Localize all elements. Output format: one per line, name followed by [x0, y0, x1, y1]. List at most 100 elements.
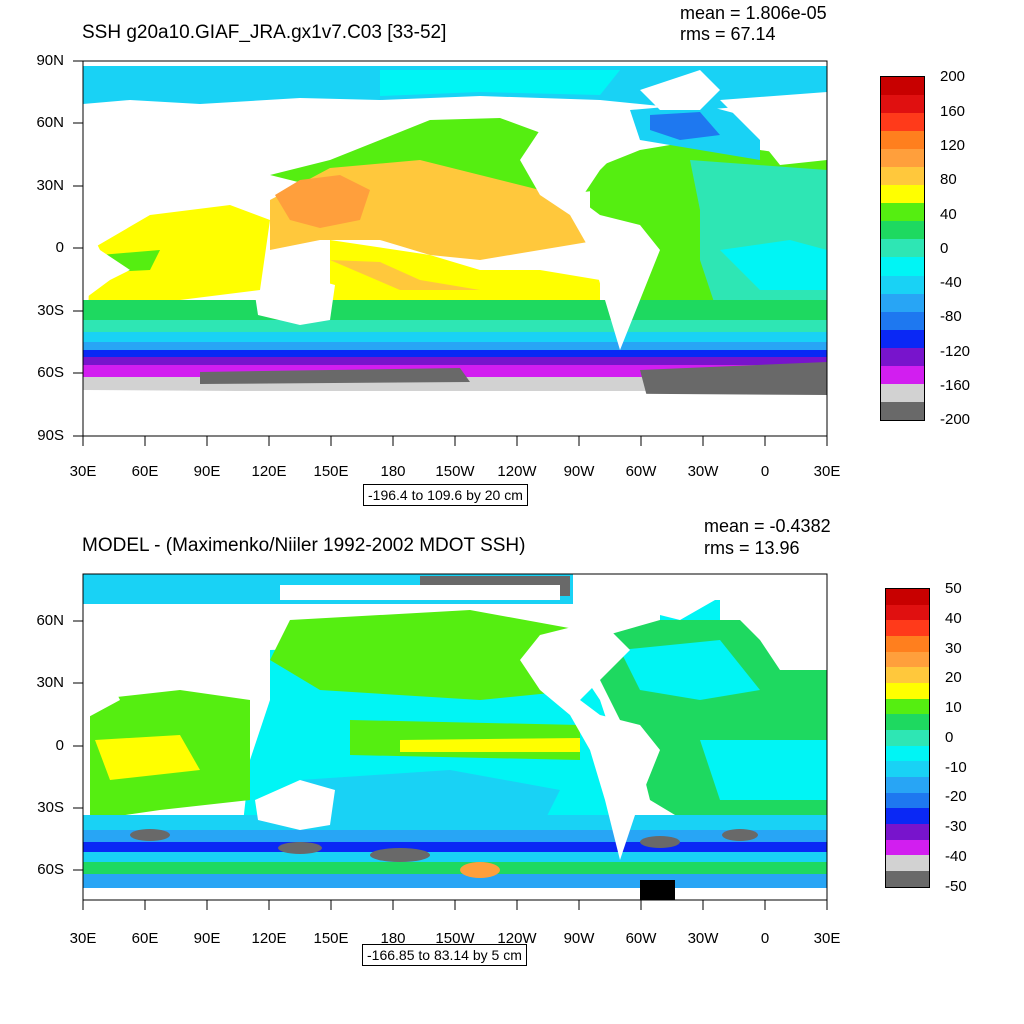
- bottom-lat-label: 30N: [36, 674, 64, 691]
- top-colorbar-label: 120: [940, 137, 966, 154]
- top-lon-label: 30E: [69, 463, 97, 480]
- bottom-map-mean: mean = -0.4382: [704, 516, 831, 536]
- top-colorbar-swatch: [880, 131, 925, 150]
- bottom-colorbar-label: 40: [945, 610, 962, 627]
- top-lon-label: 30W: [687, 463, 719, 480]
- top-lon-label: 120W: [497, 463, 537, 480]
- bottom-map-ticks: [73, 620, 828, 910]
- bottom-lon-label: 30E: [69, 930, 97, 947]
- top-colorbar-swatch: [880, 365, 925, 384]
- top-colorbar-swatch: [880, 95, 925, 114]
- top-americas-land: [520, 110, 660, 350]
- top-colorbar-swatch: [880, 77, 925, 96]
- top-africa-land: [83, 104, 130, 300]
- top-colorbar: [880, 76, 925, 421]
- bottom-colorbar-swatch: [885, 589, 930, 605]
- bottom-colorbar-swatch: [885, 777, 930, 793]
- bottom-colorbar-swatch: [885, 683, 930, 699]
- bottom-lon-label: 180: [380, 930, 406, 947]
- top-colorbar-swatch: [880, 329, 925, 348]
- top-lat-label: 90S: [37, 427, 64, 444]
- bottom-lon-label: 90W: [563, 930, 595, 947]
- top-colorbar-swatch: [880, 203, 925, 222]
- bottom-colorbar-swatch: [885, 792, 930, 809]
- bottom-colorbar-swatch: [885, 604, 930, 621]
- top-colorbar-label: 0: [940, 240, 949, 257]
- top-lat-label: 90N: [36, 52, 64, 69]
- bottom-colorbar-swatch: [885, 824, 930, 840]
- top-map-rms: rms = 67.14: [680, 24, 776, 44]
- bottom-colorbar-swatch: [885, 636, 930, 652]
- bottom-colorbar-swatch: [885, 667, 930, 684]
- bottom-colorbar-swatch: [885, 745, 930, 762]
- bottom-colorbar-label: -50: [945, 878, 967, 895]
- bottom-lat-label: 30S: [37, 799, 64, 816]
- bottom-lon-label: 60E: [131, 930, 159, 947]
- top-colorbar-swatch: [880, 185, 925, 204]
- top-colorbar-label: 160: [940, 103, 966, 120]
- top-australia-land: [255, 275, 335, 325]
- top-indian-ocean: [88, 205, 270, 320]
- top-lon-label: 0: [760, 463, 770, 480]
- top-lon-label: 30E: [813, 463, 841, 480]
- bottom-colorbar-swatch: [885, 730, 930, 746]
- top-colorbar-swatch: [880, 311, 925, 330]
- top-south-pacific: [330, 240, 600, 310]
- top-lat-label: 30S: [37, 302, 64, 319]
- bottom-americas-land: [520, 620, 660, 860]
- top-map-ticks: [73, 60, 828, 446]
- bottom-lat-label: 60S: [37, 861, 64, 878]
- bottom-colorbar-label: 30: [945, 640, 962, 657]
- bottom-colorbar-swatch: [885, 761, 930, 778]
- bottom-colorbar: [885, 588, 930, 888]
- top-lon-label: 120E: [251, 463, 287, 480]
- bottom-colorbar-label: 0: [945, 729, 954, 746]
- bottom-colorbar-label: -20: [945, 788, 967, 805]
- top-colorbar-swatch: [880, 275, 925, 294]
- bottom-lat-label: 60N: [36, 612, 64, 629]
- top-colorbar-label: -160: [940, 377, 971, 394]
- bottom-colorbar-label: -10: [945, 759, 967, 776]
- top-colorbar-swatch: [880, 221, 925, 240]
- bottom-lon-label: 0: [760, 930, 770, 947]
- top-lat-label: 0: [55, 239, 64, 256]
- bottom-colorbar-label: 10: [945, 699, 962, 716]
- top-colorbar-swatch: [880, 293, 925, 312]
- top-contour-info: -196.4 to 109.6 by 20 cm: [363, 484, 528, 506]
- bottom-eurasia-land: [720, 592, 827, 670]
- top-lon-label: 60E: [131, 463, 159, 480]
- top-colorbar-label: 80: [940, 171, 957, 188]
- bottom-lon-label: 90E: [193, 930, 221, 947]
- top-colorbar-label: -200: [940, 411, 971, 428]
- bottom-map-rms: rms = 13.96: [704, 538, 800, 558]
- bottom-africa-land: [83, 610, 120, 720]
- top-lat-label: 60N: [36, 114, 64, 131]
- bottom-australia-land: [255, 780, 335, 830]
- bottom-lon-label: 30W: [687, 930, 719, 947]
- top-colorbar-swatch: [880, 347, 925, 366]
- bottom-contour-info: -166.85 to 83.14 by 5 cm: [362, 944, 527, 966]
- top-antarctica: [200, 368, 470, 384]
- top-colorbar-swatch: [880, 239, 925, 258]
- top-lat-label: 30N: [36, 177, 64, 194]
- bottom-map-plot: [82, 573, 828, 901]
- bottom-colorbar-swatch: [885, 808, 930, 825]
- bottom-colorbar-swatch: [885, 620, 930, 637]
- top-north-pacific-orange: [275, 175, 370, 228]
- bottom-colorbar-swatch: [885, 839, 930, 856]
- bottom-lon-label: 150W: [435, 930, 475, 947]
- top-colorbar-label: -80: [940, 308, 962, 325]
- top-colorbar-swatch: [880, 401, 925, 420]
- bottom-colorbar-swatch: [885, 855, 930, 872]
- bottom-map-title: MODEL - (Maximenko/Niiler 1992-2002 MDOT…: [82, 535, 526, 556]
- top-colorbar-label: 200: [940, 68, 966, 85]
- bottom-colorbar-swatch: [885, 651, 930, 668]
- top-colorbar-label: -120: [940, 343, 971, 360]
- top-map-mean: mean = 1.806e-05: [680, 3, 827, 23]
- top-lon-label: 60W: [625, 463, 657, 480]
- bottom-colorbar-label: 20: [945, 669, 962, 686]
- top-lon-label: 180: [380, 463, 406, 480]
- top-lon-label: 90E: [193, 463, 221, 480]
- top-eurasia-land: [720, 92, 827, 165]
- top-colorbar-swatch: [880, 167, 925, 186]
